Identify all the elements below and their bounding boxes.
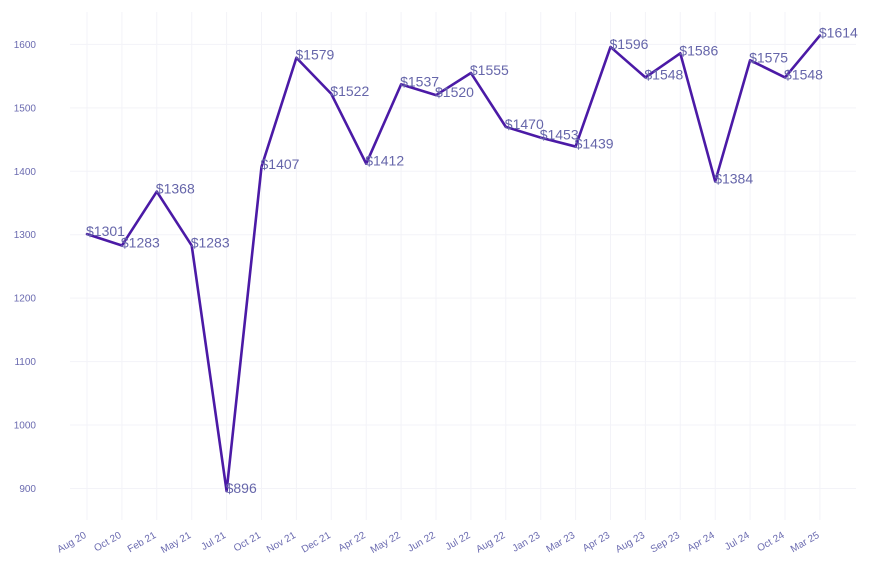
data-labels: $1301$1283$1368$1283$896$1407$1579$1522$… <box>86 25 858 496</box>
x-tick-label: Jul 22 <box>444 530 473 553</box>
grid-lines <box>70 12 856 520</box>
data-label: $1586 <box>679 42 718 58</box>
y-tick-label: 1600 <box>14 40 37 51</box>
x-tick-label: Sep 23 <box>649 530 682 556</box>
data-label: $1412 <box>365 153 404 169</box>
x-tick-label: Aug 23 <box>614 530 647 556</box>
series-line-group <box>85 34 822 493</box>
y-tick-label: 1000 <box>14 421 37 432</box>
data-label: $1283 <box>121 235 160 251</box>
data-label: $1301 <box>86 223 125 239</box>
y-tick-label: 1100 <box>14 357 36 368</box>
x-tick-label: Oct 20 <box>92 530 123 554</box>
x-tick-label: May 22 <box>369 530 403 556</box>
x-tick-label: Aug 22 <box>474 530 507 556</box>
y-tick-label: 1400 <box>14 167 37 178</box>
x-tick-label: Dec 21 <box>300 530 333 556</box>
x-tick-label: Jan 23 <box>511 530 543 555</box>
x-tick-label: Mar 23 <box>545 530 578 555</box>
x-tick-label: Nov 21 <box>265 530 298 556</box>
x-tick-label: Apr 24 <box>686 530 717 554</box>
y-tick-label: 1500 <box>14 103 37 114</box>
x-axis-tick-labels: Aug 20 Oct 20 Feb 21 May 21 Jul 21 Oct 21 Nov … <box>56 530 822 556</box>
data-label: $1368 <box>156 181 195 197</box>
x-tick-label: Apr 23 <box>581 530 612 554</box>
data-label: $1555 <box>470 62 509 78</box>
data-label: $1575 <box>749 49 788 65</box>
y-axis-tick-labels: 900 1000 1100 1200 1300 1400 1500 1600 <box>14 40 37 495</box>
data-label: $1384 <box>714 170 753 186</box>
data-label: $1537 <box>400 73 439 89</box>
x-tick-label: Jul 21 <box>199 530 228 553</box>
x-tick-label: Jul 24 <box>723 530 752 553</box>
x-tick-label: Aug 20 <box>56 530 89 556</box>
data-label: $896 <box>226 480 257 496</box>
data-label: $1439 <box>575 136 614 152</box>
y-tick-label: 1200 <box>14 294 37 305</box>
x-tick-label: Apr 22 <box>337 530 368 554</box>
y-tick-label: 1300 <box>14 230 37 241</box>
data-label: $1522 <box>330 83 369 99</box>
x-tick-label: Oct 21 <box>232 530 263 554</box>
x-tick-label: Jun 22 <box>406 530 438 555</box>
data-label: $1407 <box>261 156 300 172</box>
data-label: $1579 <box>295 47 334 63</box>
x-tick-label: May 21 <box>159 530 193 556</box>
data-label: $1283 <box>191 235 230 251</box>
data-label: $1453 <box>540 127 579 143</box>
data-label: $1470 <box>505 116 544 132</box>
data-label: $1548 <box>644 66 683 82</box>
data-label: $1596 <box>610 36 649 52</box>
x-tick-label: Oct 24 <box>755 530 786 554</box>
series-line <box>85 34 822 493</box>
y-tick-label: 900 <box>19 484 36 495</box>
data-label: $1614 <box>819 25 858 41</box>
data-label: $1548 <box>784 66 823 82</box>
x-tick-label: Feb 21 <box>126 530 159 555</box>
x-tick-label: Mar 25 <box>789 530 822 555</box>
data-label: $1520 <box>435 84 474 100</box>
